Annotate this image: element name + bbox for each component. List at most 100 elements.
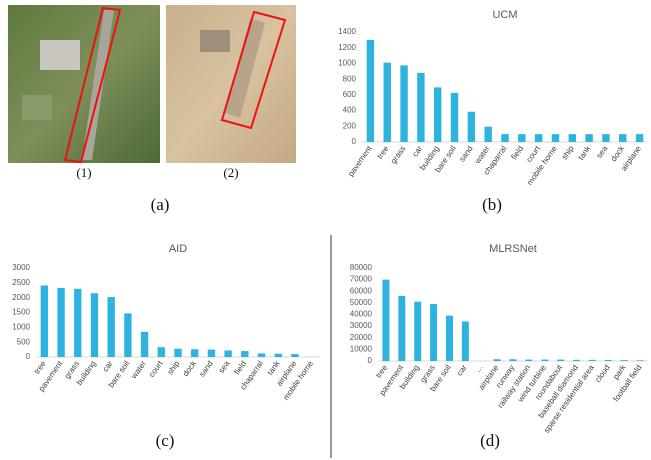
bar bbox=[124, 313, 131, 357]
x-tick-label: sand bbox=[197, 359, 214, 378]
bar bbox=[430, 304, 437, 361]
bar bbox=[191, 349, 198, 357]
bar bbox=[621, 360, 628, 361]
bar bbox=[589, 360, 596, 361]
x-tick-label: pavement bbox=[346, 144, 374, 179]
bar bbox=[518, 134, 525, 142]
y-tick-label: 20000 bbox=[350, 333, 373, 342]
y-tick-label: 0 bbox=[368, 356, 373, 365]
bar bbox=[468, 112, 475, 142]
y-tick-label: 1000 bbox=[338, 59, 356, 68]
y-tick-label: 1000 bbox=[12, 322, 30, 331]
panel-label: (d) bbox=[480, 431, 500, 450]
y-tick-label: 50000 bbox=[350, 298, 373, 307]
bar bbox=[108, 297, 115, 357]
y-tick-label: 2000 bbox=[12, 293, 30, 302]
bar bbox=[494, 359, 501, 361]
x-tick-label: sea bbox=[217, 359, 232, 375]
bar bbox=[619, 134, 626, 142]
bar bbox=[552, 134, 559, 142]
y-tick-label: 400 bbox=[343, 106, 357, 115]
bar bbox=[637, 360, 644, 361]
y-tick-label: 0 bbox=[352, 137, 357, 146]
x-tick-label: cloud bbox=[593, 363, 611, 384]
bar bbox=[510, 359, 517, 361]
y-tick-label: 1500 bbox=[12, 308, 30, 317]
bar bbox=[417, 73, 424, 142]
bar bbox=[462, 321, 469, 361]
x-tick-label: ... bbox=[473, 363, 484, 374]
bar bbox=[367, 40, 374, 142]
bar bbox=[484, 127, 491, 142]
x-tick-label: grass bbox=[389, 144, 408, 165]
x-tick-label: field bbox=[232, 359, 248, 376]
x-tick-label: ship bbox=[166, 359, 182, 377]
y-tick-label: 500 bbox=[17, 337, 31, 346]
bar bbox=[141, 332, 148, 357]
bar bbox=[174, 349, 181, 357]
bar bbox=[275, 354, 282, 357]
y-tick-label: 600 bbox=[343, 90, 357, 99]
x-tick-label: ship bbox=[560, 144, 576, 162]
chart-title: AID bbox=[169, 243, 187, 255]
panel-label: (a) bbox=[151, 195, 170, 214]
satellite-image-1 bbox=[8, 5, 160, 163]
x-tick-label: tank bbox=[576, 143, 593, 161]
y-tick-label: 3000 bbox=[12, 263, 30, 272]
x-tick-label: court bbox=[147, 359, 165, 379]
bar bbox=[74, 289, 81, 357]
bar bbox=[451, 93, 458, 142]
image-label: (2) bbox=[223, 165, 238, 180]
figure: (1) (2) (a) (b) (c) (d) UCM 0 200 400 600 800… bbox=[0, 0, 651, 460]
bar bbox=[446, 316, 453, 361]
bar bbox=[602, 134, 609, 142]
bar bbox=[557, 360, 564, 361]
bar bbox=[241, 351, 248, 357]
panel-label: (b) bbox=[482, 195, 502, 214]
y-tick-label: 70000 bbox=[350, 275, 373, 284]
bar bbox=[91, 293, 98, 357]
image-label: (1) bbox=[76, 165, 91, 180]
x-tick-label: sea bbox=[595, 144, 610, 160]
bar bbox=[585, 134, 592, 142]
bar bbox=[158, 347, 165, 357]
x-tick-label: water bbox=[129, 359, 148, 381]
x-tick-label: field bbox=[509, 144, 525, 161]
x-tick-label: tree bbox=[375, 144, 391, 161]
bar bbox=[400, 65, 407, 142]
bar bbox=[605, 360, 612, 361]
y-tick-label: 60000 bbox=[350, 286, 373, 295]
panel-label: (c) bbox=[156, 431, 175, 450]
bar bbox=[382, 280, 389, 361]
x-tick-label: car bbox=[101, 359, 115, 374]
satellite-image-2 bbox=[166, 5, 296, 163]
bar bbox=[208, 350, 215, 357]
x-tick-label: tree bbox=[32, 359, 48, 376]
chart-title: MLRSNet bbox=[489, 243, 537, 255]
bar bbox=[636, 134, 643, 142]
bar bbox=[501, 134, 508, 142]
x-tick-label: car bbox=[410, 144, 424, 159]
bar bbox=[541, 360, 548, 361]
y-tick-label: 1200 bbox=[338, 43, 356, 52]
x-tick-label: dock bbox=[181, 358, 199, 378]
y-tick-label: 0 bbox=[26, 352, 31, 361]
x-tick-label: car bbox=[455, 363, 469, 378]
y-tick-label: 1400 bbox=[338, 27, 356, 36]
bar bbox=[384, 63, 391, 142]
bar bbox=[258, 353, 265, 357]
bar bbox=[291, 354, 298, 357]
y-tick-label: 80000 bbox=[350, 263, 373, 272]
bar bbox=[535, 134, 542, 142]
bar bbox=[41, 286, 48, 357]
y-tick-label: 200 bbox=[343, 121, 357, 130]
bar bbox=[573, 360, 580, 361]
bar bbox=[414, 302, 421, 361]
y-tick-label: 800 bbox=[343, 74, 357, 83]
bar bbox=[434, 87, 441, 142]
bar bbox=[57, 288, 64, 357]
bar bbox=[398, 296, 405, 361]
chart-title: UCM bbox=[492, 9, 517, 21]
y-tick-label: 2500 bbox=[12, 278, 30, 287]
bar bbox=[525, 360, 532, 361]
